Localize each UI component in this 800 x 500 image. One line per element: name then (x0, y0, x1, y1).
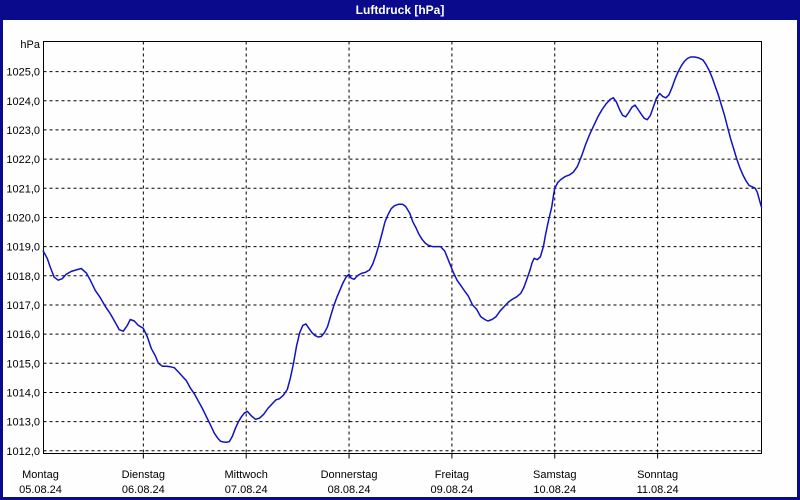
y-tick-label: 1012,0 (6, 446, 40, 458)
x-axis-day-name: Freitag (435, 469, 469, 481)
y-tick-label: 1016,0 (6, 329, 40, 341)
y-tick-label: 1022,0 (6, 154, 40, 166)
y-tick-label: 1020,0 (6, 212, 40, 224)
title-bar: Luftdruck [hPa] (0, 0, 800, 20)
pressure-series-line (42, 56, 763, 444)
x-axis-day-date: 09.08.24 (430, 484, 473, 496)
chart-title: Luftdruck [hPa] (355, 3, 445, 17)
x-axis-day-date: 08.08.24 (328, 484, 371, 496)
x-axis-day-name: Mittwoch (224, 469, 267, 481)
y-tick-label: 1015,0 (6, 358, 40, 370)
y-tick-label: 1021,0 (6, 183, 40, 195)
y-tick-label: 1014,0 (6, 387, 40, 399)
x-axis-day-name: Samstag (533, 469, 576, 481)
y-axis-unit-label: hPa (20, 39, 40, 51)
x-axis-day-name: Donnerstag (321, 469, 378, 481)
plot-border (43, 41, 762, 454)
y-tick-label: 1023,0 (6, 125, 40, 137)
y-tick-label: 1025,0 (6, 67, 40, 79)
x-axis-day-name: Dienstag (122, 469, 165, 481)
x-axis-day-date: 07.08.24 (225, 484, 268, 496)
y-tick-label: 1018,0 (6, 271, 40, 283)
x-axis-day-name: Sonntag (637, 469, 678, 481)
x-axis-day-date: 06.08.24 (122, 484, 165, 496)
y-tick-label: 1013,0 (6, 417, 40, 429)
x-axis-day-date: 11.08.24 (637, 484, 679, 496)
y-tick-label: 1024,0 (6, 96, 40, 108)
y-tick-label: 1017,0 (6, 300, 40, 312)
x-axis-day-name: Montag (22, 469, 59, 481)
x-axis-day-date: 10.08.24 (533, 484, 576, 496)
y-tick-label: 1019,0 (6, 242, 40, 254)
x-axis-day-date: 05.08.24 (19, 484, 62, 496)
chart-panel (3, 20, 797, 497)
